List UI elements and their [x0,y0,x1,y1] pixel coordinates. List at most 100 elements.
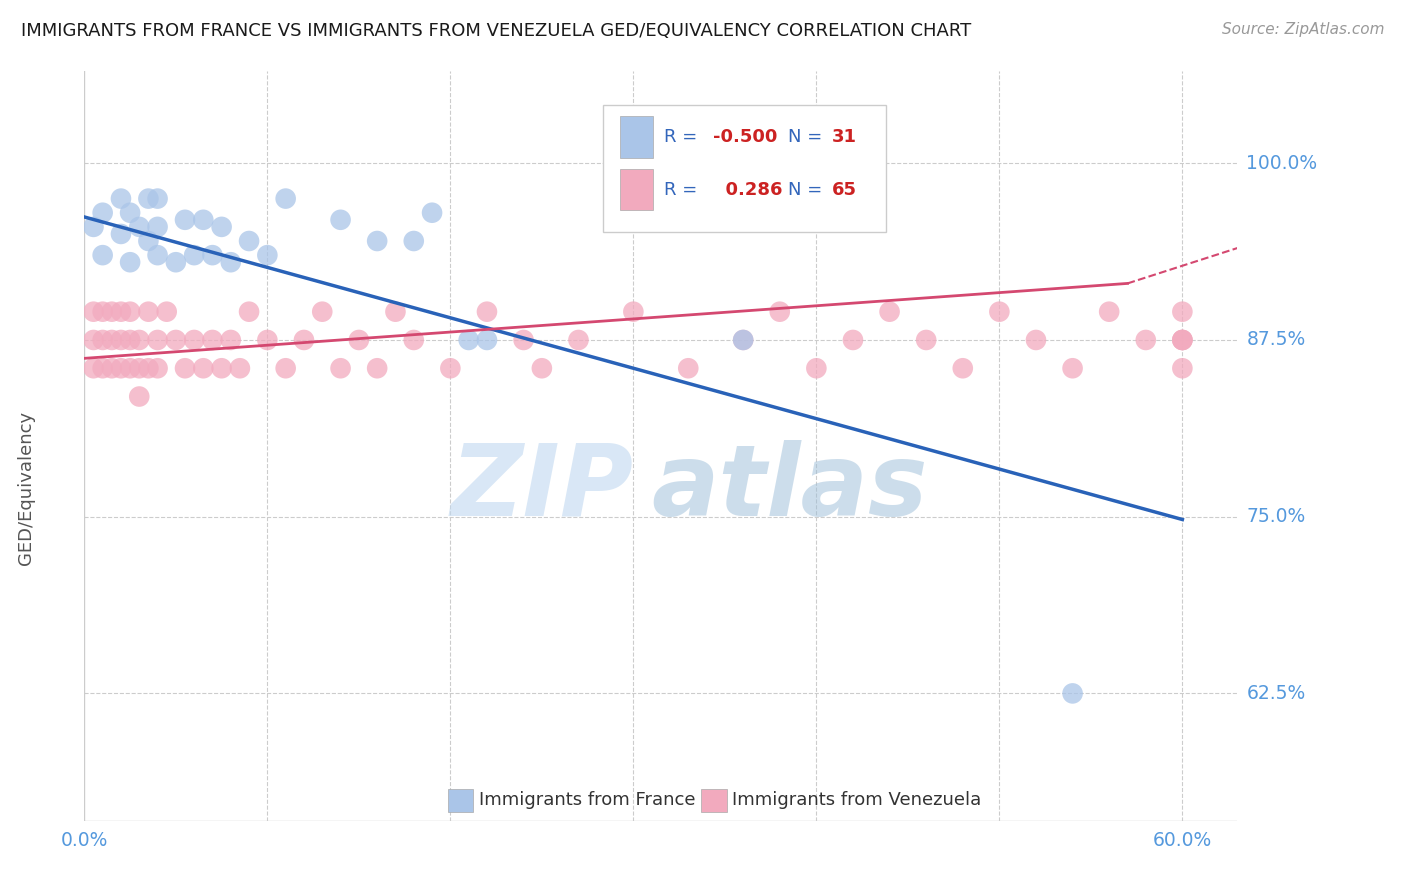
Point [110,227,132,241]
FancyBboxPatch shape [620,169,652,210]
Point [91,361,114,376]
Text: 100.0%: 100.0% [1247,153,1317,173]
Point [1171,361,1194,376]
Point [567,333,589,347]
Point [384,304,406,318]
Point [120,361,142,376]
Point [806,361,828,376]
Point [769,304,792,318]
Point [1171,333,1194,347]
Point [1062,686,1084,700]
Point [146,219,169,234]
Point [174,212,197,227]
Point [165,255,187,269]
Point [110,361,132,376]
Point [83,333,105,347]
Point [120,333,142,347]
Point [211,219,233,234]
Point [146,192,169,206]
Point [128,390,150,404]
Text: N =: N = [787,128,823,146]
Text: N =: N = [787,181,823,199]
Point [110,333,132,347]
Point [952,361,974,376]
Point [83,304,105,318]
Point [211,361,233,376]
Point [475,333,498,347]
Point [83,361,105,376]
Point [366,361,388,376]
Point [193,361,215,376]
Point [156,304,179,318]
Point [402,333,425,347]
Text: atlas: atlas [651,440,928,537]
Text: Immigrants from France: Immigrants from France [478,791,695,809]
Point [193,212,215,227]
Point [621,304,644,318]
Text: 0.0%: 0.0% [60,830,108,849]
Point [110,192,132,206]
FancyBboxPatch shape [447,789,472,812]
Point [256,333,278,347]
Point [183,333,205,347]
Point [83,219,105,234]
Point [1098,304,1121,318]
Point [238,304,260,318]
Text: 0.286: 0.286 [713,181,782,199]
Point [1135,333,1157,347]
Point [91,248,114,262]
Text: ZIP: ZIP [450,440,633,537]
Point [201,333,224,347]
Point [1171,333,1194,347]
Text: IMMIGRANTS FROM FRANCE VS IMMIGRANTS FROM VENEZUELA GED/EQUIVALENCY CORRELATION : IMMIGRANTS FROM FRANCE VS IMMIGRANTS FRO… [21,22,972,40]
Point [915,333,938,347]
Point [329,361,352,376]
Text: Immigrants from Venezuela: Immigrants from Venezuela [733,791,981,809]
Point [128,361,150,376]
Point [457,333,479,347]
Point [329,212,352,227]
Point [101,361,124,376]
Point [120,205,142,219]
Point [91,304,114,318]
Point [733,333,755,347]
Point [311,304,333,318]
Point [174,361,197,376]
Point [678,361,700,376]
Point [219,255,242,269]
Point [183,248,205,262]
Text: 60.0%: 60.0% [1153,830,1212,849]
Point [439,361,461,376]
Point [842,333,865,347]
Text: R =: R = [664,128,697,146]
Point [138,361,160,376]
FancyBboxPatch shape [620,116,652,158]
Point [128,333,150,347]
Point [165,333,187,347]
Point [138,192,160,206]
Point [1171,304,1194,318]
Point [988,304,1011,318]
Point [201,248,224,262]
Point [274,192,297,206]
Point [879,304,901,318]
Text: -0.500: -0.500 [713,128,778,146]
Point [347,333,370,347]
Text: 87.5%: 87.5% [1247,330,1306,350]
Point [138,304,160,318]
Text: Source: ZipAtlas.com: Source: ZipAtlas.com [1222,22,1385,37]
Text: 75.0%: 75.0% [1247,508,1306,526]
Point [733,333,755,347]
Text: 62.5%: 62.5% [1247,684,1306,703]
FancyBboxPatch shape [702,789,727,812]
Point [402,234,425,248]
Point [229,361,252,376]
Point [256,248,278,262]
Point [91,333,114,347]
Text: 65: 65 [831,181,856,199]
Point [274,361,297,376]
Point [146,361,169,376]
Point [128,219,150,234]
Point [138,234,160,248]
Point [1171,333,1194,347]
